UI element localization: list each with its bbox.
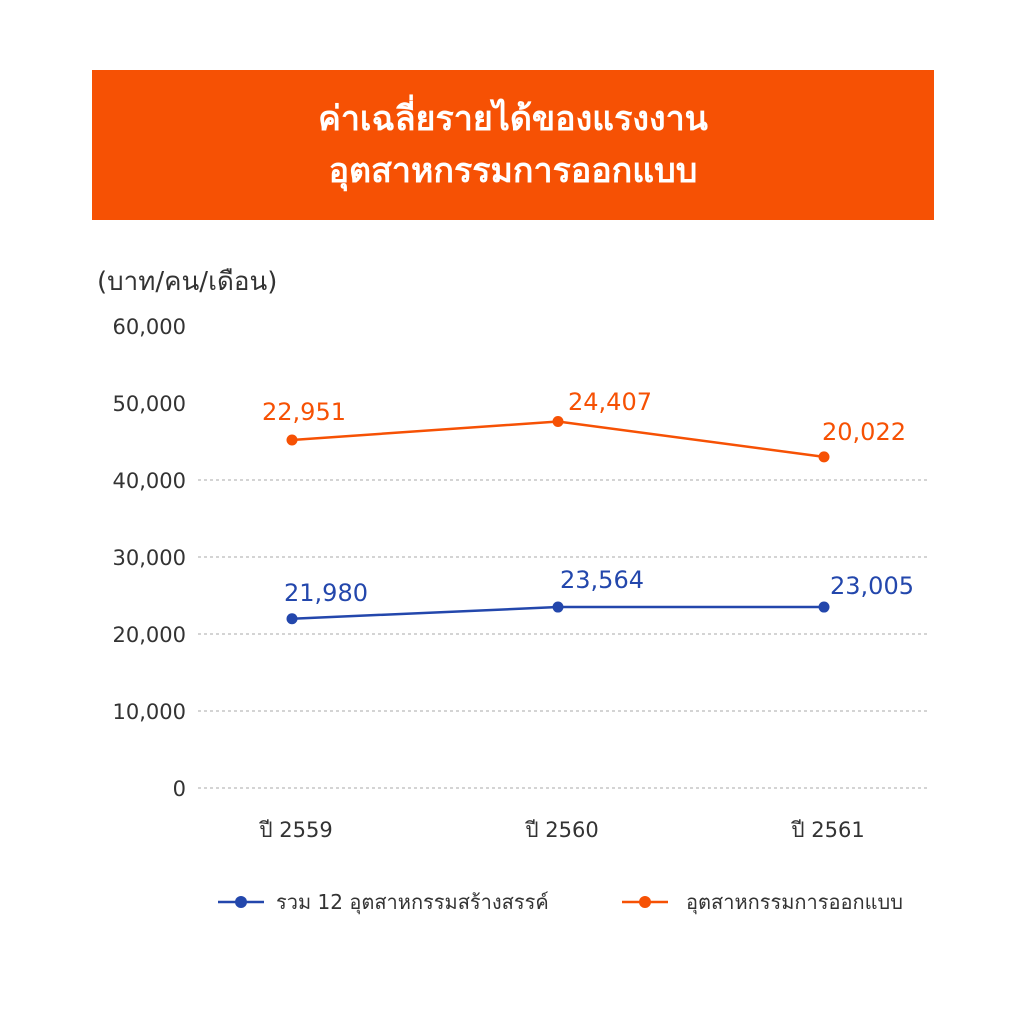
y-axis-unit-label: (บาท/คน/เดือน): [97, 267, 277, 297]
series-creative-total: 21,980 23,564 23,005: [284, 566, 914, 625]
data-point: [286, 434, 298, 446]
data-label: 23,564: [560, 566, 644, 594]
data-label: 23,005: [830, 572, 914, 600]
legend-marker: [235, 896, 247, 908]
legend-item: อุตสาหกรรมการออกแบบ: [622, 890, 903, 915]
data-label: 22,951: [262, 398, 346, 426]
title-line-1: ค่าเฉลี่ยรายได้ของแรงงาน: [318, 99, 708, 139]
y-axis-ticks: 0 10,000 20,000 30,000 40,000 50,000 60,000: [113, 315, 186, 801]
y-tick-label: 30,000: [113, 546, 186, 570]
y-tick-label: 20,000: [113, 623, 186, 647]
legend-marker: [639, 896, 651, 908]
data-series: 22,951 24,407 20,022 21,980 23,564 23,005: [262, 388, 914, 625]
x-axis-ticks: ปี 2559 ปี 2560 ปี 2561: [259, 818, 865, 842]
x-tick-label: ปี 2560: [525, 818, 599, 842]
legend-label: รวม 12 อุตสาหกรรมสร้างสรรค์: [276, 890, 549, 915]
series-design: 22,951 24,407 20,022: [262, 388, 906, 463]
grid-lines: [198, 479, 928, 789]
legend-item: รวม 12 อุตสาหกรรมสร้างสรรค์: [218, 890, 549, 915]
data-label: 20,022: [822, 418, 906, 446]
y-tick-label: 10,000: [113, 700, 186, 724]
y-tick-label: 50,000: [113, 392, 186, 416]
data-point: [286, 613, 298, 625]
legend: รวม 12 อุตสาหกรรมสร้างสรรค์ อุตสาหกรรมการ…: [218, 890, 903, 915]
data-point: [818, 451, 830, 463]
data-point: [552, 415, 564, 427]
y-tick-label: 40,000: [113, 469, 186, 493]
legend-label: อุตสาหกรรมการออกแบบ: [686, 890, 903, 915]
x-tick-label: ปี 2561: [791, 818, 865, 842]
data-label: 21,980: [284, 579, 368, 607]
title-banner: ค่าเฉลี่ยรายได้ของแรงงาน อุตสาหกรรมการออ…: [92, 70, 934, 220]
title-line-2: อุตสาหกรรมการออกแบบ: [328, 151, 698, 191]
y-tick-label: 0: [173, 777, 186, 801]
data-point: [818, 601, 830, 613]
y-tick-label: 60,000: [113, 315, 186, 339]
x-tick-label: ปี 2559: [259, 818, 333, 842]
data-label: 24,407: [568, 388, 652, 416]
data-point: [552, 601, 564, 613]
